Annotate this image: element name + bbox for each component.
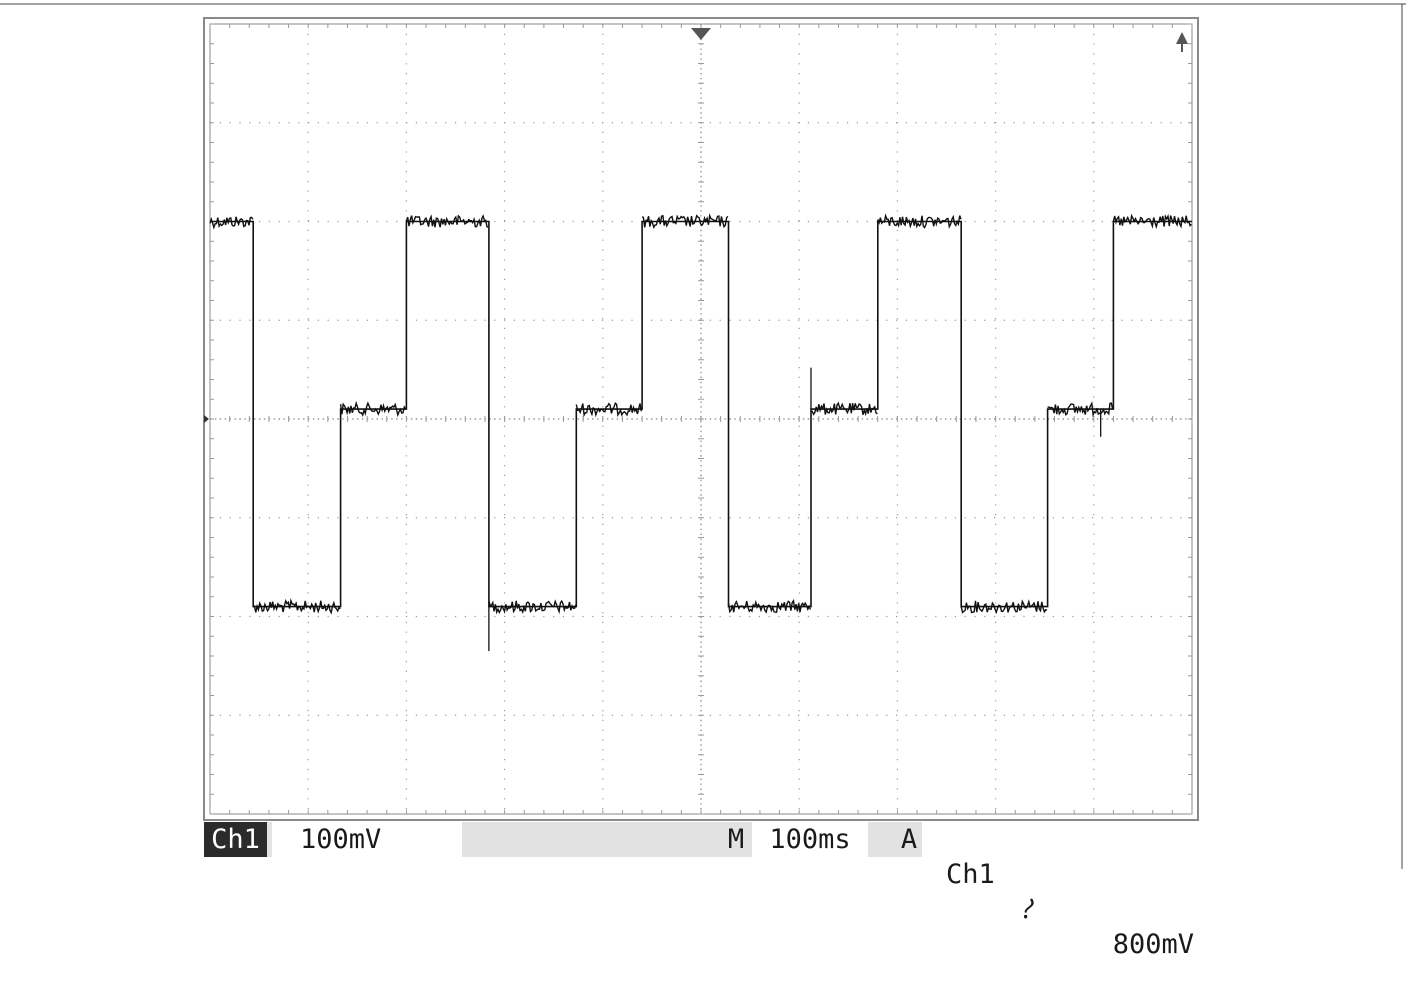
time-per-div-readout: 100ms bbox=[752, 822, 868, 857]
trace-noise-segment bbox=[877, 213, 962, 229]
trace-noise-segment bbox=[209, 216, 254, 230]
trace-noise-segment bbox=[488, 599, 577, 615]
trace-noise-segment bbox=[1047, 401, 1114, 418]
acquisition-label: A bbox=[900, 824, 918, 855]
trigger-position-marker-icon bbox=[691, 28, 711, 40]
trigger-level-marker-icon bbox=[1176, 32, 1188, 44]
trace-noise-segment bbox=[727, 598, 812, 614]
trigger-readout: Ch1 ⹔ 800mV bbox=[922, 822, 1198, 960]
main-timebase-label: M bbox=[727, 824, 745, 855]
trace-noise-segment bbox=[810, 401, 878, 417]
trigger-source: Ch1 bbox=[946, 859, 995, 890]
trace-noise-segment bbox=[641, 213, 729, 230]
ground-marker-icon bbox=[204, 415, 209, 423]
oscilloscope-display bbox=[0, 3, 1406, 869]
trace-noise-segment bbox=[252, 598, 341, 615]
channel-badge: Ch1 bbox=[204, 822, 267, 857]
trace-noise-segment bbox=[575, 401, 642, 418]
volts-per-div-readout: 100mV bbox=[272, 822, 462, 857]
status-bar: Ch1 100mV M 100ms A Ch1 ⹔ 800mV bbox=[204, 822, 1198, 960]
trace-noise-segment bbox=[405, 214, 489, 228]
trace-noise-segment bbox=[339, 400, 407, 418]
oscilloscope-screenshot: Ch1 100mV M 100ms A Ch1 ⹔ 800mV bbox=[0, 3, 1406, 960]
trace-noise-segment bbox=[960, 599, 1048, 615]
trigger-level: 800mV bbox=[1112, 929, 1194, 960]
trace-noise-segment bbox=[1112, 213, 1192, 230]
falling-edge-icon: ⹔ bbox=[1022, 894, 1035, 925]
